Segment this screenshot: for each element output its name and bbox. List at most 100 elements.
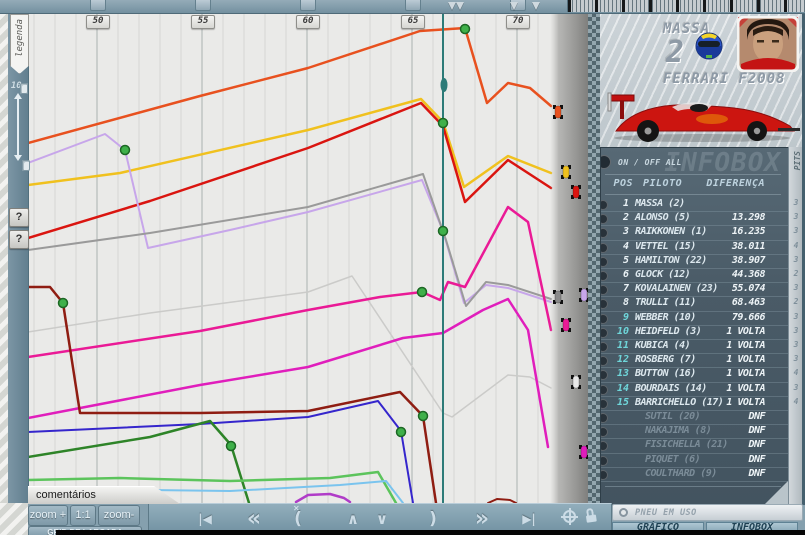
row-gap: 38.907 [731,254,765,266]
standings-row[interactable]: 15 BARRICHELLO (17) 1 VOLTA [601,396,789,411]
unlock-icon[interactable] [585,507,599,525]
transport-button[interactable]: » [474,506,490,531]
lap-notch [90,0,106,11]
row-toggle[interactable] [600,356,608,366]
tyre-radio[interactable] [619,508,628,517]
row-toggle[interactable] [600,200,608,210]
transport-button[interactable]: ( [294,508,302,529]
row-toggle[interactable] [600,413,608,423]
row-toggle[interactable] [600,285,608,295]
row-toggle[interactable] [600,243,608,253]
row-driver: ROSBERG (7) [635,354,696,366]
divider [605,486,781,487]
standings-row[interactable]: 12 ROSBERG (7) 1 VOLTA [601,353,789,368]
row-driver: VETTEL (15) [635,240,696,252]
driver-position: 2 [666,35,685,70]
timeline-ruler[interactable] [567,0,805,12]
comments-tab[interactable]: comentários [28,486,180,504]
lap-label: 50 [86,15,110,29]
row-pit-count: 3 [793,325,799,335]
row-toggle[interactable] [600,214,608,224]
row-toggle[interactable] [600,385,608,395]
help-button[interactable]: ? [9,208,29,227]
row-driver: BARRICHELLO (17) [635,396,724,408]
standings-row[interactable]: PIQUET (6) DNF [601,453,789,468]
row-toggle[interactable] [600,470,608,480]
row-position: 10 [616,325,629,337]
help-button-2[interactable]: ? [9,230,29,249]
row-pit-count: 3 [793,311,799,321]
row-toggle[interactable] [600,328,608,338]
standings-row[interactable]: 13 BUTTON (16) 1 VOLTA [601,367,789,382]
corner-texture [0,503,28,535]
actual-size-button[interactable]: 1:1 [70,505,96,526]
driver-photo [737,16,799,72]
standings-row[interactable]: 5 HAMILTON (22) 38.907 [601,254,789,269]
standings-row[interactable]: 2 ALONSO (5) 13.298 [601,211,789,226]
standings-row[interactable]: 6 GLOCK (12) 44.368 [601,268,789,283]
car-icon [571,185,581,199]
standings-row[interactable]: 4 VETTEL (15) 38.011 [601,240,789,255]
transport-button[interactable]: ∧ [346,509,360,528]
event-flag-icon[interactable] [510,2,518,10]
standings-row[interactable]: NAKAJIMA (8) DNF [601,424,789,439]
row-pit-count: 3 [793,382,799,392]
transport-button[interactable]: ∨ [375,509,389,528]
standings-row[interactable]: 3 RAIKKONEN (1) 16.235 [601,225,789,240]
crosshair-icon[interactable] [561,508,578,525]
standings-row[interactable]: COULTHARD (9) DNF [601,467,789,482]
onoff-all-toggle[interactable] [600,155,611,169]
standings-row[interactable]: 1 MASSA (2) [601,197,789,212]
standings-row[interactable]: FISICHELLA (21) DNF [601,438,789,453]
standings-row[interactable]: SUTIL (20) DNF [601,410,789,425]
standings-row[interactable]: 7 KOVALAINEN (23) 55.074 [601,282,789,297]
row-toggle[interactable] [600,399,608,409]
lap-notch [405,0,421,11]
car-icon [22,160,30,171]
car-icon [579,445,588,459]
lap-chart[interactable]: 50 55 60 65 70 [28,13,588,503]
event-flag-icon[interactable] [532,2,540,10]
standings-row[interactable]: 10 HEIDFELD (3) 1 VOLTA [601,325,789,340]
row-toggle[interactable] [600,257,608,267]
transport-button[interactable]: ) [429,508,437,529]
legend-tab[interactable]: legenda [10,14,29,74]
row-position: 11 [616,340,629,351]
line-yellow [28,97,553,189]
row-toggle[interactable] [600,342,608,352]
transport-button[interactable]: |◀ [198,511,212,526]
lap-cursor-handle[interactable] [440,78,448,92]
standings-row[interactable]: 9 WEBBER (10) 79.666 [601,311,789,326]
row-toggle[interactable] [600,427,608,437]
row-toggle[interactable] [600,441,608,451]
lap-label: 65 [401,15,425,29]
pit-marker [437,117,449,129]
row-position: 14 [616,382,629,394]
standings-row[interactable]: 8 TRULLI (11) 68.463 [601,296,789,311]
transport-button[interactable]: « [246,506,262,531]
zoom-out-button[interactable]: zoom- [98,505,140,526]
pit-marker [57,297,69,309]
close-icon[interactable]: ✕ [293,504,300,513]
row-driver: FISICHELLA (21) [645,439,728,451]
row-driver: KOVALAINEN (23) [635,283,718,295]
line-magenta [28,297,550,449]
window-right-edge [802,13,805,505]
transport-button[interactable]: ▶| [522,511,536,526]
standings-row[interactable]: 14 BOURDAIS (14) 1 VOLTA [601,382,789,397]
row-gap: 79.666 [731,311,765,323]
zoom-in-button[interactable]: zoom + [28,505,68,526]
row-toggle[interactable] [600,314,608,324]
event-flag-icon[interactable] [448,2,456,10]
row-driver: WEBBER (10) [635,311,696,323]
row-pit-count: 4 [793,396,799,406]
onoff-all-label[interactable]: ON / OFF ALL [618,158,682,167]
event-flag-icon[interactable] [456,2,464,10]
car-icon [20,83,28,94]
row-toggle[interactable] [600,456,608,466]
row-position: 4 [622,240,629,252]
standings-row[interactable]: 11 KUBICA (4) 1 VOLTA [601,339,789,354]
row-toggle[interactable] [600,271,608,281]
car-icon [561,318,571,332]
